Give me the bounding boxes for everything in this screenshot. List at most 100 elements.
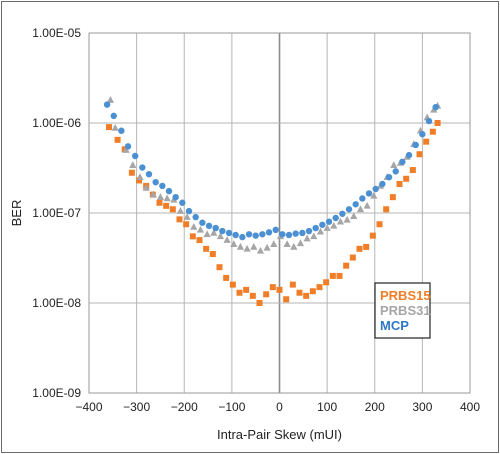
point-prbs15 <box>236 289 243 296</box>
point-prbs15 <box>136 177 143 184</box>
point-prbs31 <box>316 227 325 235</box>
point-mcp <box>219 227 226 235</box>
x-tick-label: 200 <box>365 400 385 414</box>
point-prbs15 <box>369 232 376 239</box>
point-prbs15 <box>196 237 203 244</box>
x-tick-label: 400 <box>460 400 480 414</box>
point-mcp <box>165 187 173 195</box>
point-prbs31 <box>310 232 318 240</box>
point-prbs15 <box>423 138 430 145</box>
point-prbs31 <box>149 190 157 198</box>
point-mcp <box>205 222 213 230</box>
point-prbs31 <box>350 212 358 220</box>
point-prbs31 <box>283 240 291 248</box>
point-mcp <box>199 219 206 226</box>
point-prbs15 <box>356 245 363 252</box>
point-prbs15 <box>263 291 270 298</box>
point-prbs15 <box>223 274 230 281</box>
legend-box <box>374 282 431 339</box>
point-mcp <box>232 231 239 239</box>
point-mcp <box>265 229 273 236</box>
point-prbs15 <box>249 292 256 299</box>
data-points <box>103 96 442 306</box>
point-mcp <box>225 229 233 237</box>
grid-lines <box>89 33 470 393</box>
point-prbs15 <box>349 254 356 261</box>
point-prbs31 <box>176 207 185 214</box>
point-prbs31 <box>196 225 205 233</box>
plot-area-border <box>88 32 471 394</box>
point-prbs15 <box>329 272 336 279</box>
point-prbs15 <box>376 221 383 228</box>
point-prbs15 <box>343 262 350 269</box>
legend: PRBS15 PRBS31 MCP <box>374 282 431 339</box>
point-prbs31 <box>370 191 378 199</box>
point-prbs15 <box>403 175 410 182</box>
point-mcp <box>272 226 279 234</box>
point-prbs31 <box>163 194 171 202</box>
point-mcp <box>359 195 366 202</box>
point-prbs31 <box>230 240 238 248</box>
point-mcp <box>118 127 125 134</box>
point-prbs15 <box>256 300 263 306</box>
point-mcp <box>212 224 219 232</box>
x-tick-label: 300 <box>412 400 432 414</box>
y-tick-label: 1.00E-06 <box>32 116 81 130</box>
point-prbs15 <box>209 251 216 258</box>
point-prbs15 <box>203 245 210 252</box>
point-prbs15 <box>303 292 310 299</box>
point-prbs15 <box>216 264 223 271</box>
point-mcp <box>245 231 253 238</box>
point-prbs15 <box>269 284 276 291</box>
point-prbs31 <box>210 228 218 236</box>
y-tick-labels: 1.00E-09 1.00E-08 1.00E-07 1.00E-06 1.00E-05 <box>32 26 81 400</box>
point-prbs15 <box>176 216 183 223</box>
point-mcp <box>159 182 166 190</box>
point-prbs15 <box>106 124 113 131</box>
point-prbs15 <box>296 289 303 296</box>
point-mcp <box>412 141 419 149</box>
point-mcp <box>172 193 179 201</box>
point-prbs15 <box>229 281 236 288</box>
legend-label-prbs15: PRBS15 <box>380 288 431 303</box>
point-mcp <box>124 143 132 150</box>
point-prbs31 <box>290 242 298 250</box>
point-prbs31 <box>256 246 265 254</box>
point-mcp <box>192 213 199 221</box>
point-prbs15 <box>316 284 323 291</box>
point-prbs31 <box>330 221 338 229</box>
point-prbs31 <box>136 173 144 180</box>
point-mcp <box>392 168 399 175</box>
point-prbs15 <box>289 281 296 288</box>
point-prbs15 <box>163 202 170 209</box>
point-prbs31 <box>323 224 331 231</box>
point-mcp <box>365 190 373 197</box>
point-prbs31 <box>296 239 305 247</box>
point-mcp <box>345 206 353 213</box>
point-prbs15 <box>434 120 441 126</box>
point-mcp <box>292 230 299 237</box>
point-mcp <box>379 180 386 188</box>
point-mcp <box>399 158 406 166</box>
point-prbs15 <box>243 286 250 293</box>
point-mcp <box>405 151 413 159</box>
point-prbs31 <box>263 243 271 251</box>
point-prbs15 <box>283 296 290 303</box>
point-mcp <box>259 231 266 238</box>
point-mcp <box>285 231 293 239</box>
point-mcp <box>299 229 306 237</box>
point-mcp <box>332 214 339 222</box>
legend-label-mcp: MCP <box>380 318 409 333</box>
point-prbs31 <box>142 183 150 191</box>
point-prbs15 <box>114 136 121 143</box>
x-tick-label: −200 <box>171 400 198 414</box>
point-mcp <box>252 232 259 239</box>
y-tick-label: 1.00E-08 <box>32 296 81 310</box>
point-mcp <box>279 231 286 238</box>
y-tick-label: 1.00E-07 <box>32 206 81 220</box>
point-prbs15 <box>416 151 423 158</box>
point-prbs15 <box>383 206 390 213</box>
point-mcp <box>372 185 379 193</box>
point-prbs31 <box>270 240 278 248</box>
point-prbs31 <box>183 213 191 220</box>
